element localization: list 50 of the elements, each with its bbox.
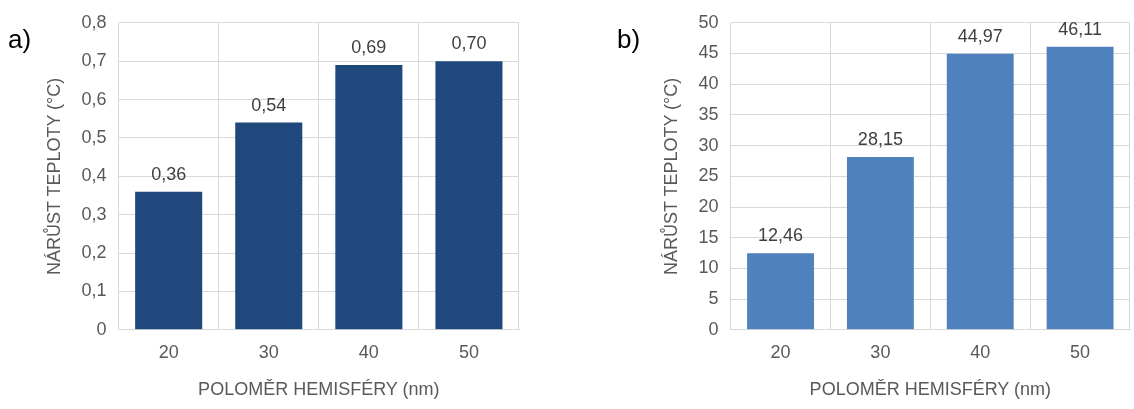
y-tick-label: 15 — [698, 226, 719, 247]
bar — [135, 191, 203, 330]
x-tick-label: 20 — [158, 341, 179, 362]
bar — [1046, 46, 1114, 330]
bar — [747, 253, 814, 330]
y-tick-label: 25 — [698, 165, 719, 186]
data-label: 0,69 — [351, 36, 387, 57]
y-axis-title: NÁRŮST TEPLOTY (°C) — [42, 77, 64, 275]
y-tick-label: 0,4 — [81, 165, 107, 186]
x-tick-label: 30 — [870, 341, 891, 362]
bar — [946, 53, 1014, 330]
data-label: 28,15 — [857, 128, 903, 149]
y-tick-label: 40 — [698, 73, 719, 94]
y-tick-label: 0 — [708, 318, 719, 339]
bar — [335, 65, 403, 330]
y-tick-label: 0,1 — [81, 280, 107, 301]
x-tick-label: 30 — [258, 341, 279, 362]
y-tick-label: 0,3 — [81, 203, 107, 224]
data-label: 0,70 — [451, 33, 487, 54]
y-tick-label: 35 — [698, 103, 719, 124]
x-tick-label: 40 — [358, 341, 379, 362]
y-tick-label: 50 — [698, 11, 719, 32]
y-tick-label: 20 — [698, 195, 719, 216]
y-tick-label: 0 — [96, 318, 107, 339]
x-tick-label: 40 — [970, 341, 991, 362]
data-label: 0,36 — [151, 163, 187, 184]
bar — [235, 122, 303, 330]
y-tick-label: 5 — [708, 288, 719, 309]
y-tick-label: 0,6 — [81, 88, 107, 109]
y-tick-label: 30 — [698, 134, 719, 155]
data-label: 46,11 — [1058, 18, 1102, 39]
chart-title: b) — [617, 24, 641, 55]
data-label: 0,54 — [251, 94, 287, 115]
x-tick-label: 20 — [770, 341, 791, 362]
data-label: 12,46 — [758, 225, 804, 246]
chart-title: a) — [8, 24, 32, 55]
y-tick-label: 0,8 — [81, 11, 107, 32]
x-axis-title: POLOMĚR HEMISFÉRY (nm) — [809, 379, 1051, 400]
y-axis-title: NÁRŮST TEPLOTY (°C) — [659, 77, 681, 275]
y-tick-label: 0,2 — [81, 242, 107, 263]
data-label: 44,97 — [957, 25, 1003, 46]
x-axis-title: POLOMĚR HEMISFÉRY (nm) — [198, 379, 440, 400]
bar — [846, 156, 914, 330]
y-tick-label: 0,5 — [81, 126, 107, 147]
x-tick-label: 50 — [458, 341, 479, 362]
x-tick-label: 50 — [1070, 341, 1091, 362]
y-tick-label: 45 — [698, 42, 719, 63]
bar — [435, 61, 503, 330]
y-tick-label: 10 — [698, 257, 719, 278]
y-tick-label: 0,7 — [81, 50, 107, 71]
